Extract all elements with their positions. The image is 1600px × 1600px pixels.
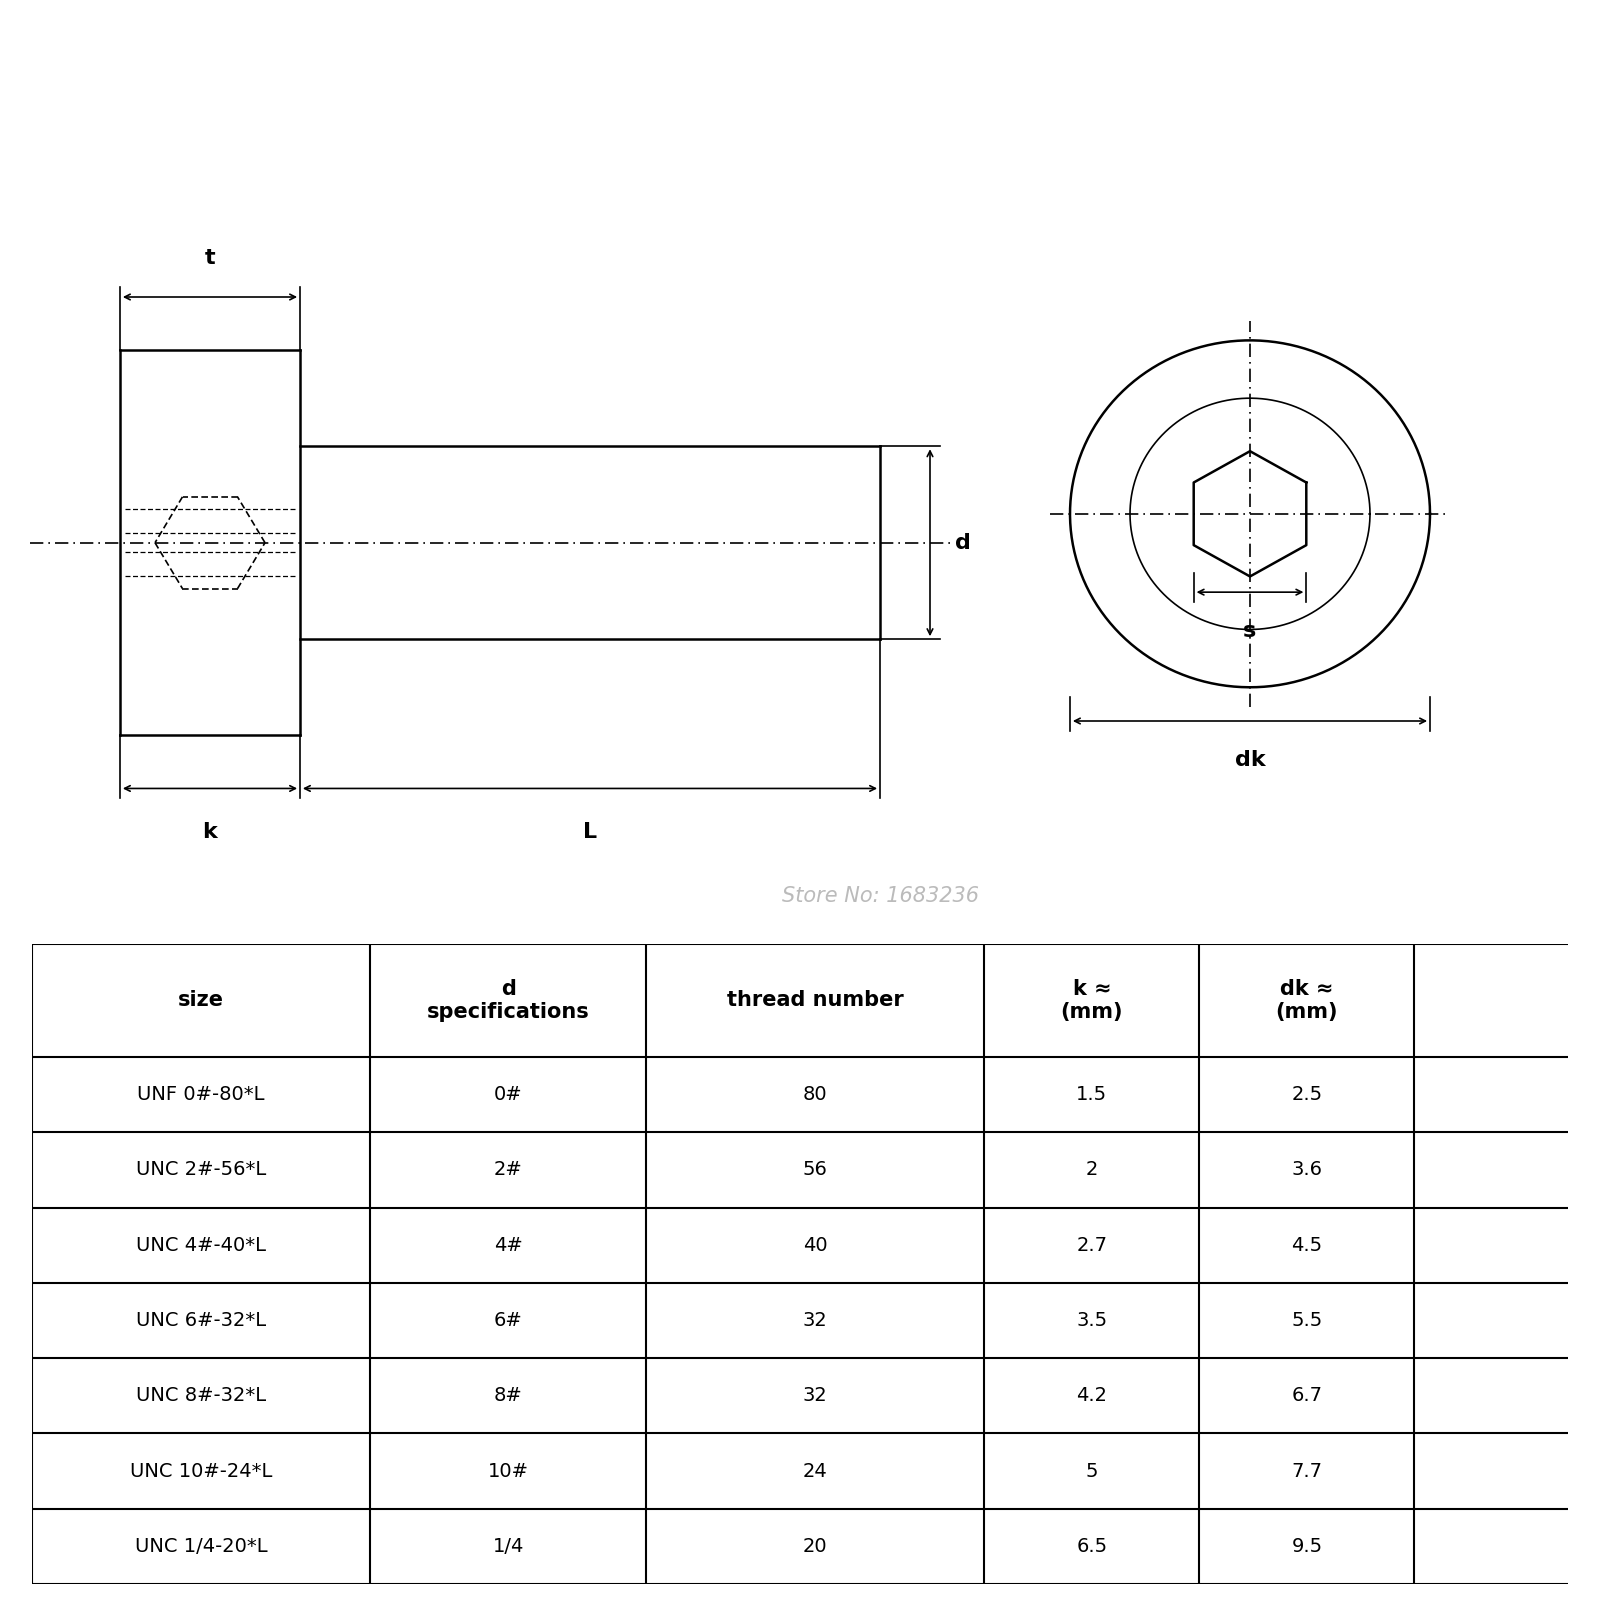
Text: s: s xyxy=(1243,621,1256,642)
Text: 32: 32 xyxy=(803,1310,827,1330)
Text: 32: 32 xyxy=(803,1386,827,1405)
Text: dk: dk xyxy=(1235,750,1266,770)
Text: d: d xyxy=(955,533,971,552)
Text: 5.5: 5.5 xyxy=(1291,1310,1323,1330)
Text: 7.7: 7.7 xyxy=(1291,1461,1322,1480)
Text: 4#: 4# xyxy=(494,1235,523,1254)
Text: 24: 24 xyxy=(803,1461,827,1480)
Text: UNC 2#-56*L: UNC 2#-56*L xyxy=(136,1160,266,1179)
Text: 56: 56 xyxy=(803,1160,827,1179)
Text: UNC 6#-32*L: UNC 6#-32*L xyxy=(136,1310,266,1330)
Text: 9.5: 9.5 xyxy=(1291,1538,1323,1555)
Text: 6.5: 6.5 xyxy=(1077,1538,1107,1555)
Text: d
specifications: d specifications xyxy=(427,979,589,1022)
Text: 2.5: 2.5 xyxy=(1291,1085,1323,1104)
Text: 6#: 6# xyxy=(494,1310,523,1330)
Text: 20: 20 xyxy=(803,1538,827,1555)
Text: UNC 8#-32*L: UNC 8#-32*L xyxy=(136,1386,266,1405)
Text: 2.7: 2.7 xyxy=(1077,1235,1107,1254)
Text: Store No: 1683236: Store No: 1683236 xyxy=(781,886,979,906)
Text: 5: 5 xyxy=(1085,1461,1098,1480)
Text: 1/4: 1/4 xyxy=(493,1538,523,1555)
Text: 4.2: 4.2 xyxy=(1077,1386,1107,1405)
Text: k ≈
(mm): k ≈ (mm) xyxy=(1061,979,1123,1022)
Text: 3.5: 3.5 xyxy=(1077,1310,1107,1330)
Text: 1.5: 1.5 xyxy=(1077,1085,1107,1104)
Text: thread number: thread number xyxy=(726,990,904,1011)
Text: 10#: 10# xyxy=(488,1461,528,1480)
Text: 2: 2 xyxy=(1086,1160,1098,1179)
Text: 8#: 8# xyxy=(494,1386,523,1405)
Text: UNF 0#-80*L: UNF 0#-80*L xyxy=(138,1085,264,1104)
Text: UNC 4#-40*L: UNC 4#-40*L xyxy=(136,1235,266,1254)
Text: 6.7: 6.7 xyxy=(1291,1386,1322,1405)
Text: UNC 1/4-20*L: UNC 1/4-20*L xyxy=(134,1538,267,1555)
Text: 2#: 2# xyxy=(494,1160,523,1179)
Text: 3.6: 3.6 xyxy=(1291,1160,1322,1179)
Text: size: size xyxy=(178,990,224,1011)
Text: L: L xyxy=(582,822,597,842)
Text: 0#: 0# xyxy=(494,1085,523,1104)
Text: k: k xyxy=(203,822,218,842)
Text: UNC 10#-24*L: UNC 10#-24*L xyxy=(130,1461,272,1480)
Text: t: t xyxy=(205,248,216,269)
Text: dk ≈
(mm): dk ≈ (mm) xyxy=(1275,979,1338,1022)
Text: 80: 80 xyxy=(803,1085,827,1104)
Text: 40: 40 xyxy=(803,1235,827,1254)
Text: 4.5: 4.5 xyxy=(1291,1235,1323,1254)
